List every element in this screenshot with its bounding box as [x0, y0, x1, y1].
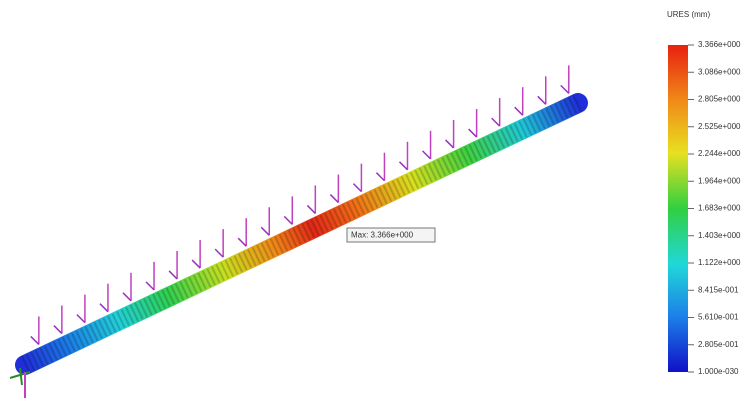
arrow-head	[31, 336, 39, 344]
arrow-head	[307, 205, 315, 213]
legend-label: 2.525e+000	[698, 122, 741, 131]
legend-label: 1.683e+000	[698, 204, 741, 213]
arrow-head	[330, 195, 338, 203]
beam-ribs	[25, 103, 578, 365]
legend-label: 1.122e+000	[698, 258, 741, 267]
legend-label: 2.805e-001	[698, 340, 739, 349]
arrow-head	[100, 304, 108, 312]
legend-label: 8.415e-001	[698, 285, 739, 294]
page: Max: 3.366e+000 URES (mm) 3.366e+000 3.08…	[0, 0, 754, 400]
arrow-head	[423, 151, 431, 159]
arrow-head	[261, 227, 269, 235]
legend-label: 2.805e+000	[698, 95, 741, 104]
arrow-head	[469, 129, 477, 137]
legend-label: 1.000e-030	[698, 367, 739, 376]
arrow-head	[54, 326, 62, 334]
legend-label: 2.244e+000	[698, 149, 741, 158]
arrow-head	[123, 293, 131, 301]
arrow-head	[492, 118, 500, 126]
legend-label: 1.964e+000	[698, 176, 741, 185]
max-annotation: Max: 3.366e+000	[351, 231, 414, 240]
viewport: Max: 3.366e+000 URES (mm) 3.366e+000 3.08…	[0, 0, 754, 400]
legend-label: 5.610e-001	[698, 313, 739, 322]
arrow-head	[215, 249, 223, 257]
arrow-head	[376, 173, 384, 181]
arrow-head	[538, 96, 546, 104]
load-arrows	[31, 65, 569, 344]
arrow-head	[238, 238, 246, 246]
arrow-head	[284, 216, 292, 224]
arrow-head	[446, 140, 454, 148]
legend-label: 1.403e+000	[698, 231, 741, 240]
arrow-head	[353, 184, 361, 192]
arrow-head	[561, 85, 569, 93]
legend-labels: 3.366e+000 3.086e+000 2.805e+000 2.525e+000…	[688, 40, 741, 376]
arrow-head	[169, 271, 177, 279]
arrow-head	[515, 107, 523, 115]
legend-label: 3.366e+000	[698, 40, 741, 49]
legend-title: URES (mm)	[667, 10, 710, 19]
arrow-head	[146, 282, 154, 290]
arrow-head	[399, 162, 407, 170]
arrow-head	[77, 315, 85, 323]
arrow-head	[192, 260, 200, 268]
legend-label: 3.086e+000	[698, 67, 741, 76]
color-bar	[668, 45, 688, 372]
